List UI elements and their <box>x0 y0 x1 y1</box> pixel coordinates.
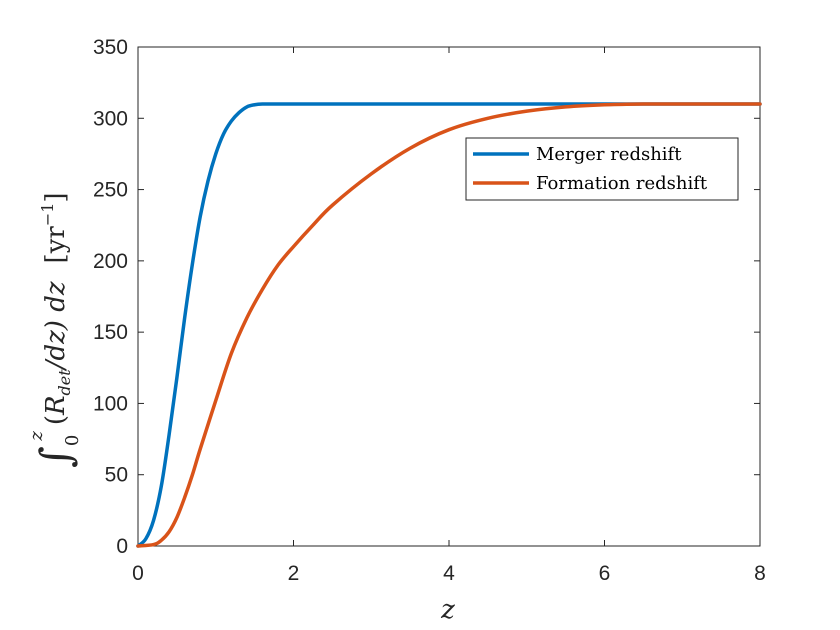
y-tick-label: 150 <box>93 321 128 344</box>
y-tick-label: 250 <box>93 179 128 202</box>
integral-sign: ∫ <box>31 446 80 468</box>
y-axis-title: ∫0 z (Rdet/dz) dz [yr−1] <box>26 192 83 468</box>
unit-open: [yr <box>41 226 71 264</box>
legend-label-merger: Merger redshift <box>536 144 682 165</box>
integral-upper-limit: z <box>26 431 47 442</box>
legend: Merger redshift Formation redshift <box>465 137 739 201</box>
rate-symbol: R <box>41 395 71 416</box>
y-axis-title-text: ∫0 z (Rdet/dz) dz [yr−1] <box>26 192 83 468</box>
legend-box <box>465 137 739 201</box>
x-tick-label: 4 <box>443 562 455 585</box>
y-tick-label: 300 <box>93 107 128 130</box>
open-paren: ( <box>41 415 71 425</box>
x-tick-label: 2 <box>288 562 300 585</box>
differential-term: /dz) dz <box>41 281 71 372</box>
y-tick-label: 350 <box>93 36 128 59</box>
integral-lower-limit: 0 <box>62 435 83 446</box>
rate-subscript: det <box>55 369 74 396</box>
x-axis-title: z <box>440 595 455 625</box>
legend-label-formation: Formation redshift <box>536 173 708 194</box>
y-tick-label: 0 <box>116 535 128 558</box>
y-tick-label: 100 <box>93 392 128 415</box>
y-tick-label: 200 <box>93 250 128 273</box>
x-tick-label: 6 <box>599 562 611 585</box>
series-line-formation-redshift <box>136 102 762 548</box>
x-tick-label: 8 <box>754 562 766 585</box>
series-lines <box>136 102 762 548</box>
x-tick-label: 0 <box>132 562 144 585</box>
series-line-merger-redshift <box>136 102 762 548</box>
unit-close: ] <box>41 192 71 202</box>
y-tick-label: 50 <box>105 464 128 487</box>
unit-exponent: −1 <box>38 203 57 227</box>
axis-tick-labels: 0 2 4 6 8 0 50 100 150 200 250 300 350 <box>93 36 766 585</box>
